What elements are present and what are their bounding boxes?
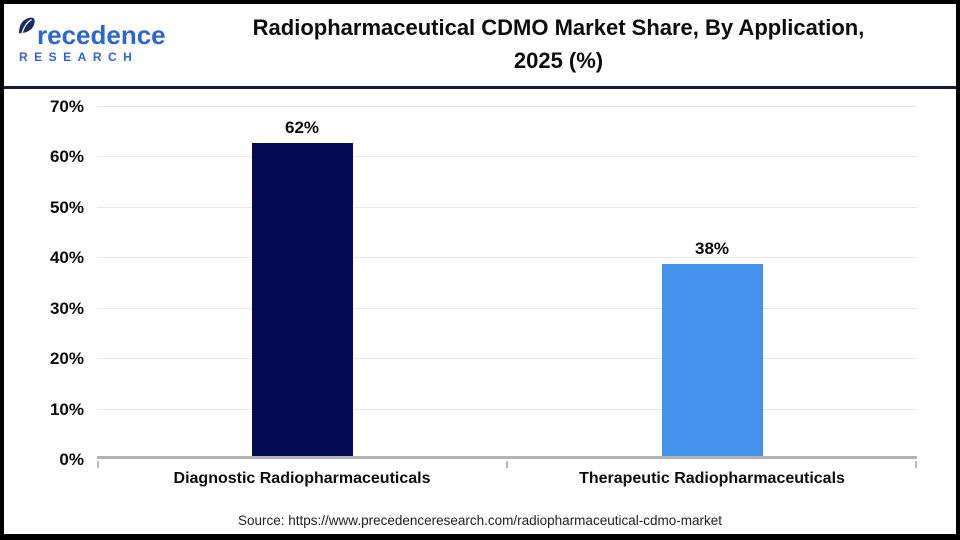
y-axis-label: 20%: [49, 349, 84, 369]
y-axis-label: 70%: [49, 97, 84, 116]
logo-brand-row: recedence: [16, 16, 179, 48]
precedence-research-logo: recedence RESEARCH: [4, 4, 179, 64]
y-axis-label: 50%: [49, 197, 84, 217]
gridline: [97, 307, 917, 309]
logo-research-text: RESEARCH: [19, 50, 139, 64]
bar: [661, 264, 763, 456]
x-axis-label: Therapeutic Radiopharmaceuticals: [579, 470, 845, 487]
chart-title: Radiopharmaceutical CDMO Market Share, B…: [179, 4, 956, 77]
y-axis-label: 10%: [49, 399, 84, 419]
x-axis-label: Diagnostic Radiopharmaceuticals: [173, 470, 431, 487]
bar: [251, 143, 353, 456]
bar-value-label: 38%: [694, 239, 730, 259]
y-axis-label: 40%: [49, 248, 84, 268]
gridline: [97, 206, 917, 208]
logo-brand-text: recedence: [37, 20, 166, 50]
gridline: [97, 358, 917, 360]
chart-section: 62% 38% Source: https://www.precedenceres…: [4, 89, 956, 531]
chart-title-line2: 2025 (%): [513, 48, 604, 73]
axis-tick: [97, 461, 99, 468]
plot-area: 62% 38%: [97, 106, 917, 459]
y-axis-label: 0%: [59, 450, 84, 469]
axis-tick: [506, 461, 508, 468]
gridline: [97, 156, 917, 158]
gridline: [97, 257, 917, 259]
y-axis-label: 30%: [49, 298, 84, 318]
header: recedence RESEARCH Radiopharmaceutical C…: [4, 4, 956, 89]
source-text: Source: https://www.precedenceresearch.c…: [238, 513, 722, 528]
axis-tick: [915, 461, 917, 468]
precedence-leaf-p-icon: [16, 16, 36, 48]
bar-value-label: 62%: [284, 118, 320, 138]
chart-title-line1: Radiopharmaceutical CDMO Market Share, B…: [252, 15, 865, 40]
gridline: [97, 408, 917, 410]
y-axis-label: 60%: [49, 147, 84, 167]
gridline: [97, 106, 917, 107]
